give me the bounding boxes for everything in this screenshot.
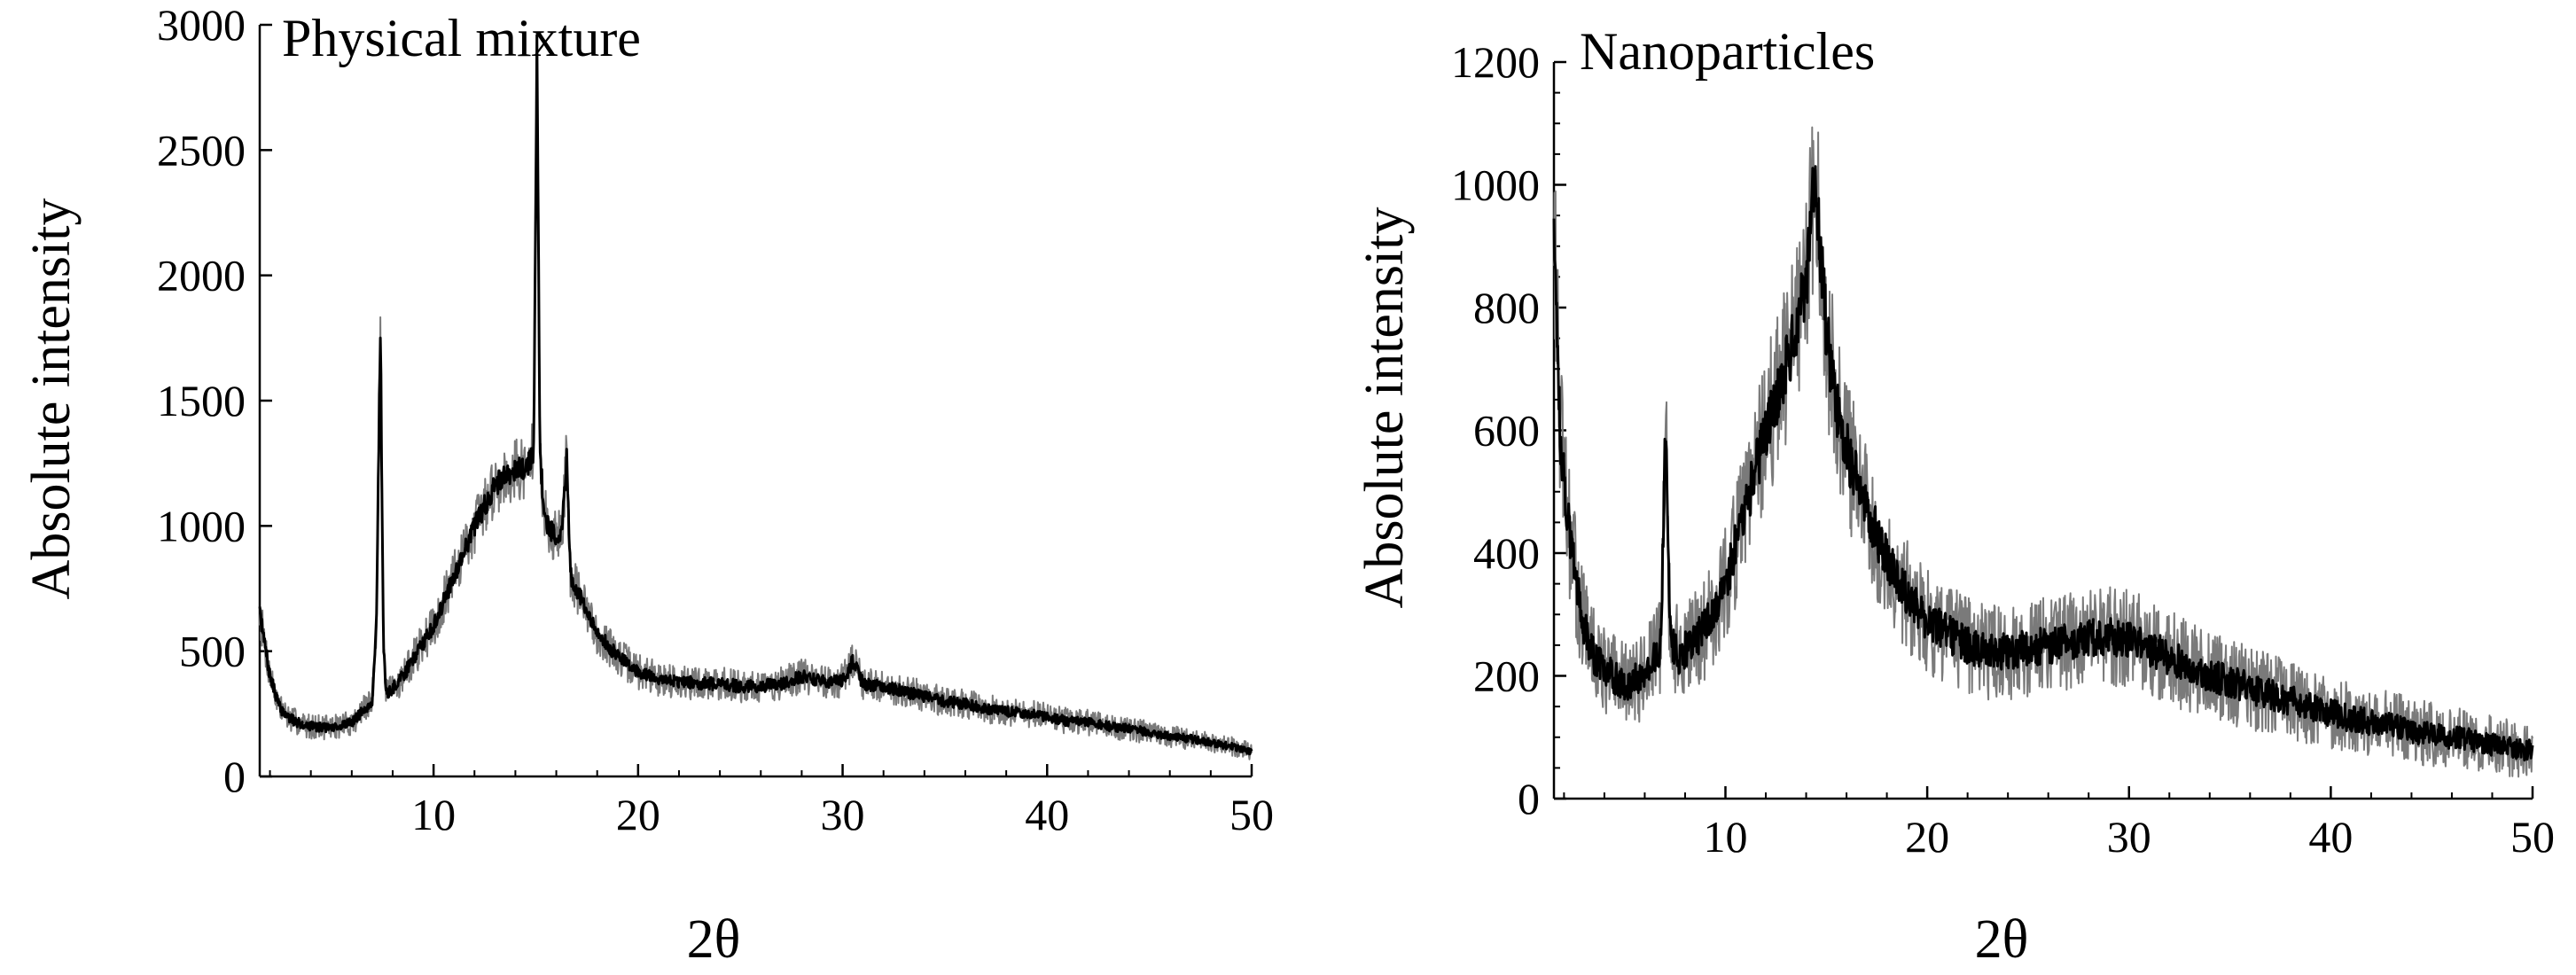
y-tick-label: 200 — [1473, 651, 1540, 701]
plot-area — [1552, 126, 2534, 778]
y-tick-label: 1500 — [157, 376, 246, 425]
x-tick-label: 10 — [411, 790, 456, 839]
chart-physical-mixture: Physical mixture Absolute intensity 2θ 1… — [21, 0, 1274, 970]
y-tick-label: 2000 — [157, 251, 246, 300]
y-tick-label: 0 — [1518, 774, 1540, 823]
x-tick-label: 20 — [616, 790, 660, 839]
y-tick-label: 1000 — [157, 501, 246, 550]
y-tick-label: 2500 — [157, 125, 246, 175]
y-tick-label: 500 — [179, 627, 246, 676]
y-tick-label: 1000 — [1451, 160, 1540, 210]
y-tick-label: 1200 — [1451, 37, 1540, 87]
plot-area — [258, 34, 1253, 760]
series-trace-noise — [1553, 126, 2533, 778]
series-trace — [1552, 165, 2534, 762]
y-axis-label: Absolute intensity — [1354, 207, 1415, 609]
y-tick-label: 600 — [1473, 406, 1540, 456]
y-tick-label: 400 — [1473, 528, 1540, 578]
x-axis-label: 2θ — [1975, 909, 2029, 970]
x-tick-label: 50 — [2510, 812, 2555, 862]
chart-title: Physical mixture — [282, 9, 641, 67]
y-tick-label: 800 — [1473, 283, 1540, 332]
x-tick-label: 40 — [2308, 812, 2353, 862]
y-tick-label: 3000 — [157, 0, 246, 50]
x-tick-label: 50 — [1229, 790, 1274, 839]
chart-title: Nanoparticles — [1580, 22, 1875, 81]
x-tick-label: 30 — [2107, 812, 2151, 862]
series-trace-noise — [259, 64, 1253, 760]
y-axis-label: Absolute intensity — [21, 199, 82, 600]
x-tick-label: 30 — [821, 790, 865, 839]
x-axis-label: 2θ — [687, 909, 741, 970]
y-tick-label: 0 — [223, 752, 246, 801]
x-tick-label: 20 — [1905, 812, 1949, 862]
x-tick-label: 10 — [1703, 812, 1747, 862]
chart-nanoparticles: Nanoparticles Absolute intensity 2θ 10 20… — [1354, 22, 2555, 970]
axis-ticks: 10 20 30 40 50 0 200 400 600 800 1000 1200 — [1451, 37, 2555, 862]
x-tick-label: 40 — [1025, 790, 1069, 839]
series-trace — [258, 34, 1253, 756]
